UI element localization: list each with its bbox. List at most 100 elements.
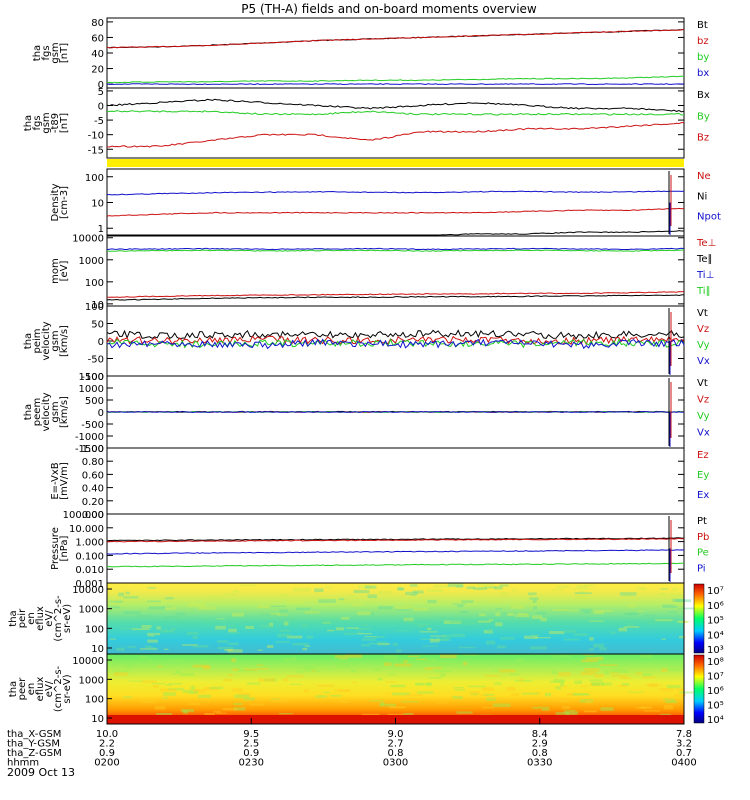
spectrogram-cell <box>511 601 519 604</box>
y-tick-label: 100 <box>85 695 104 706</box>
spectrogram-cell <box>590 683 600 686</box>
spectrogram-cell <box>494 682 502 685</box>
legend-black: Vt <box>697 378 708 389</box>
spectrogram-cell <box>424 667 434 670</box>
y-tick-label: -15 <box>88 145 104 156</box>
x-axis-row-label: tha_Y-GSM <box>7 739 60 750</box>
x-axis-row-value: 0.9 <box>243 748 259 759</box>
spectrogram-cell <box>588 648 594 651</box>
spectrogram-cell <box>151 683 166 685</box>
spectrogram-cell <box>290 683 302 686</box>
spectrogram-cell <box>433 585 450 588</box>
spectrogram-cell <box>623 626 640 628</box>
spectrogram-cell <box>192 635 198 640</box>
spectrogram-cell <box>250 703 265 706</box>
y-axis-label: E=-VxB <box>50 462 61 499</box>
spectrogram-cell <box>584 668 600 672</box>
spectrogram-cell <box>227 649 243 653</box>
spectrogram-cell <box>583 584 595 587</box>
spectrogram-cell <box>510 673 520 676</box>
spectrogram-cell <box>485 586 497 589</box>
spectrogram-cell <box>520 662 535 664</box>
spectrogram-cell <box>482 706 495 709</box>
spectrogram-cell <box>162 606 173 608</box>
spectrogram-cell <box>415 683 424 686</box>
y-axis-label: en <box>26 683 37 696</box>
y-axis-label: [cm-3] <box>59 186 70 219</box>
x-axis-annotation: tha_X-GSM 10.0 9.5 9.0 8.4 7.8 tha_Y-GSM 2.2 2.5… <box>7 718 697 769</box>
spectrogram-cell <box>327 629 335 632</box>
spectrogram-cell <box>217 640 229 643</box>
spectrogram-cell <box>470 692 479 696</box>
spectrogram-cell <box>204 712 215 717</box>
y-axis-label: [mV/m] <box>59 462 70 500</box>
spectrogram-cell <box>453 687 465 689</box>
spectrogram-cell <box>563 711 579 714</box>
legend-red: Te⊥ <box>696 238 716 249</box>
spectrogram-cell <box>519 678 524 682</box>
spectrogram-cell <box>171 673 178 675</box>
spectrogram-cell <box>589 620 604 622</box>
x-axis-row-value: 0.9 <box>99 748 115 759</box>
spectrogram-cell <box>564 709 576 712</box>
spectrogram-cell <box>148 635 155 637</box>
y-axis-label: fgs <box>32 115 43 130</box>
legend-green: by <box>697 52 709 63</box>
spectrogram-cell <box>394 663 412 667</box>
spectrogram-cell <box>198 660 210 663</box>
series-line-red <box>106 122 684 148</box>
spectrogram-cell <box>334 655 347 658</box>
panel-8: 1.00 0.80 0.60 0.40 0.20 0.00 E=-VxB[mV/m] Ez Ey… <box>50 444 709 521</box>
spectrogram-cell <box>267 645 274 648</box>
spectrogram-cell <box>430 635 447 637</box>
spectrogram-cell <box>676 607 684 610</box>
spectrogram-cell <box>193 689 206 693</box>
spectrogram-cell <box>499 584 509 587</box>
x-axis-row-value: 0.7 <box>676 748 692 759</box>
spectrogram-cell <box>660 588 668 590</box>
y-tick-label: -10 <box>88 131 104 142</box>
spectrogram-cell <box>521 612 530 614</box>
spectrogram-cell <box>147 600 161 603</box>
spectrogram-cell <box>292 587 311 592</box>
spectrogram-cell <box>576 584 588 589</box>
spectrogram-cell <box>551 670 558 675</box>
spectrogram-cell <box>425 659 436 664</box>
legend-red: Vz <box>697 395 709 406</box>
series-line-blue <box>106 549 685 555</box>
x-axis-row-label: hhmm <box>7 758 39 769</box>
panel-frame <box>106 305 685 377</box>
spectrogram-cell <box>302 665 314 669</box>
colorbar-tick-label: 10³ <box>707 645 724 656</box>
y-axis-label: gsm <box>50 42 61 63</box>
spectrogram-cell <box>304 611 320 614</box>
series-line-green <box>106 337 685 349</box>
spectrogram-cell <box>131 628 150 630</box>
spectrogram-cell <box>145 645 152 648</box>
legend-black: Vt <box>697 308 708 319</box>
spectrogram-cell <box>356 628 371 630</box>
legend-green: Vy <box>697 411 710 422</box>
spectrogram-cell <box>127 646 136 648</box>
spectrogram-cell <box>125 591 130 595</box>
spectrogram-cell <box>323 663 329 666</box>
spectrogram-cell <box>302 647 308 651</box>
spectrogram-cell <box>479 613 486 617</box>
spectrogram-cell <box>406 605 415 608</box>
spectrogram-cell <box>153 684 159 688</box>
spectrogram-cell <box>204 687 220 691</box>
spectrogram-cell <box>361 638 377 641</box>
spectrogram-cell <box>672 598 684 602</box>
spectrogram-cell <box>338 598 345 601</box>
spectrogram-cell <box>311 669 316 673</box>
spectrogram-cell <box>584 670 589 673</box>
spectrogram-cell <box>552 608 571 611</box>
spectrogram-cell <box>256 664 264 666</box>
legend-red: bz <box>697 36 709 47</box>
y-tick-label: 100 <box>85 173 104 184</box>
spectrogram-cell <box>391 692 410 696</box>
spectrogram-cell <box>442 634 453 638</box>
